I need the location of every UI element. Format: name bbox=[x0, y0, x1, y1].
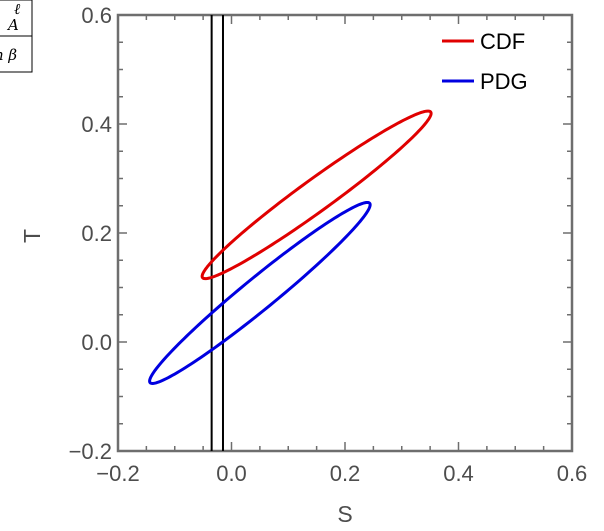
y-tick-label: 0.4 bbox=[81, 112, 112, 137]
x-tick-label: 0.4 bbox=[443, 461, 474, 486]
corner-label-ell: ℓ bbox=[14, 0, 20, 18]
corner-label-beta: n β bbox=[0, 46, 17, 64]
y-tick-labels: −0.2 0.0 0.2 0.4 0.6 bbox=[69, 3, 112, 464]
legend-label: CDF bbox=[480, 29, 525, 54]
y-tick-label: −0.2 bbox=[69, 439, 112, 464]
legend: CDF PDG bbox=[442, 29, 528, 94]
y-tick-label: 0.0 bbox=[81, 330, 112, 355]
y-tick-label: 0.6 bbox=[81, 3, 112, 28]
x-axis-label: S bbox=[337, 501, 352, 527]
y-tick-label: 0.2 bbox=[81, 221, 112, 246]
x-tick-label: −0.2 bbox=[96, 461, 139, 486]
corner-label-a: A bbox=[6, 16, 19, 34]
x-tick-labels: −0.2 0.0 0.2 0.4 0.6 bbox=[96, 461, 587, 486]
legend-label: PDG bbox=[480, 69, 528, 94]
y-axis-label: T bbox=[19, 229, 45, 243]
series-ellipse-pdg bbox=[148, 200, 372, 385]
x-tick-label: 0.6 bbox=[557, 461, 588, 486]
corner-annotation: ℓ A n β bbox=[0, 0, 33, 73]
series-curves bbox=[148, 109, 433, 385]
axis-ticks bbox=[117, 14, 573, 452]
series-ellipse-cdf bbox=[200, 109, 433, 281]
x-tick-label: 0.0 bbox=[216, 461, 247, 486]
x-tick-label: 0.2 bbox=[330, 461, 361, 486]
vertical-lines bbox=[210, 15, 224, 451]
